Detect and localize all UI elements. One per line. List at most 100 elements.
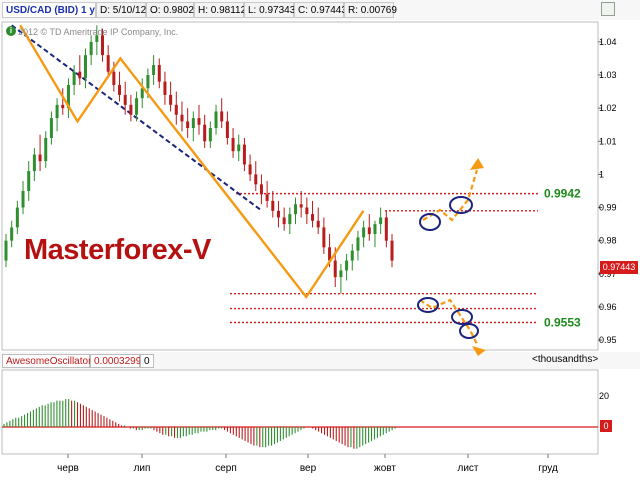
candle-body [299, 204, 303, 208]
candle-body [191, 118, 195, 129]
candle-body [112, 71, 116, 85]
oscillator-panel-frame [1, 369, 599, 455]
projection-up [422, 169, 479, 222]
candle-body [203, 124, 207, 142]
level-label: 0.9553 [544, 316, 581, 330]
indicator-extra: 0 [140, 354, 154, 368]
candle-body [333, 260, 337, 278]
symbol-cell[interactable]: USD/CAD (BID) 1 y D [2, 2, 105, 18]
oscillator-zero-tag: 0 [600, 420, 612, 432]
candle-body [379, 217, 383, 225]
y-tick-label: 1.03 [599, 70, 617, 80]
candle-body [152, 65, 156, 76]
high-cell: H: 0.98112 [194, 2, 246, 18]
candle-body [367, 227, 371, 235]
oscillator-tick-label: 20 [599, 391, 609, 401]
candle-body [83, 55, 87, 79]
circle-marker [417, 297, 439, 313]
y-tick-label: 0.96 [599, 302, 617, 312]
candle-body [174, 104, 178, 115]
candle-body [362, 227, 366, 238]
candle-body [288, 214, 292, 225]
x-tick-label: черв [57, 463, 79, 474]
indicator-name[interactable]: AwesomeOscillator [2, 354, 91, 368]
watermark: 2012 © TD Ameritrade IP Company, Inc. [18, 27, 179, 37]
circle-marker [459, 323, 479, 339]
candle-body [32, 154, 36, 172]
x-tick-label: лист [457, 463, 478, 474]
candle-body [157, 65, 161, 82]
y-tick-label: 1.01 [599, 136, 617, 146]
circle-marker [449, 196, 473, 214]
x-tick-label: серп [215, 463, 237, 474]
candle-body [95, 35, 99, 42]
x-tick-label: лип [134, 463, 151, 474]
candle-body [390, 240, 394, 261]
candle-body [345, 260, 349, 271]
candle-body [294, 204, 297, 215]
maximize-icon[interactable] [601, 2, 615, 16]
candle-body [61, 104, 65, 109]
level-label: 0.9942 [544, 187, 581, 201]
candle-body [350, 250, 354, 261]
y-tick-label: 0.95 [599, 335, 617, 345]
candle-body [72, 71, 76, 85]
candle-body [311, 214, 315, 221]
candle-body [21, 190, 25, 208]
candle-body [66, 84, 70, 109]
candle-body [129, 104, 133, 115]
range-cell: R: 0.00769 [344, 2, 397, 18]
candle-body [44, 137, 48, 162]
candle-body [163, 81, 167, 95]
candle-body [89, 41, 93, 56]
candle-body [305, 207, 309, 215]
projection-down-arrow [472, 346, 486, 356]
candle-body [10, 227, 14, 241]
pattern-zigzag [19, 24, 365, 300]
candle-body [356, 237, 360, 251]
date-cell: D: 5/10/12 [96, 2, 146, 18]
circle-marker [419, 213, 441, 231]
indicator-bar-bg [0, 352, 640, 369]
y-tick-label: 0.98 [599, 236, 617, 246]
info-icon[interactable]: i [6, 26, 16, 36]
candle-body [208, 128, 212, 142]
candle-body [101, 35, 104, 56]
x-tick-label: груд [538, 463, 558, 474]
candle-body [123, 94, 127, 105]
candle-body [237, 144, 241, 152]
x-tick-label: вер [300, 463, 317, 474]
low-cell: L: 0.97343 [244, 2, 295, 18]
candle-body [146, 75, 150, 89]
circle-marker [451, 309, 473, 325]
candle-body [265, 194, 269, 201]
candle-body [254, 174, 258, 185]
candle-body [214, 111, 218, 129]
candle-body [106, 55, 110, 72]
brand-label: Masterforex-V [24, 234, 211, 266]
candle-body [328, 247, 332, 261]
candle-body [259, 184, 263, 195]
y-tick-label: 1.04 [599, 37, 617, 47]
candle-body [55, 104, 59, 119]
candle-body [225, 121, 229, 138]
candle-body [231, 137, 235, 152]
candle-body [197, 118, 201, 125]
candle-body [78, 71, 82, 79]
projection-up-arrow [470, 158, 484, 170]
candle-body [242, 144, 246, 165]
candle-body [27, 171, 31, 191]
candle-body [373, 224, 377, 235]
candle-body [339, 270, 343, 278]
candle-body [248, 164, 252, 175]
candle-body [276, 210, 280, 218]
candle-body [38, 154, 42, 162]
open-cell: O: 0.98025 [146, 2, 199, 18]
x-tick-label: жовт [374, 463, 396, 474]
candle-body [186, 121, 190, 129]
candle-body [135, 98, 139, 115]
candle-body [220, 111, 224, 122]
y-tick-label: 1.02 [599, 103, 617, 113]
candle-body [384, 217, 388, 241]
candle-body [4, 240, 8, 261]
